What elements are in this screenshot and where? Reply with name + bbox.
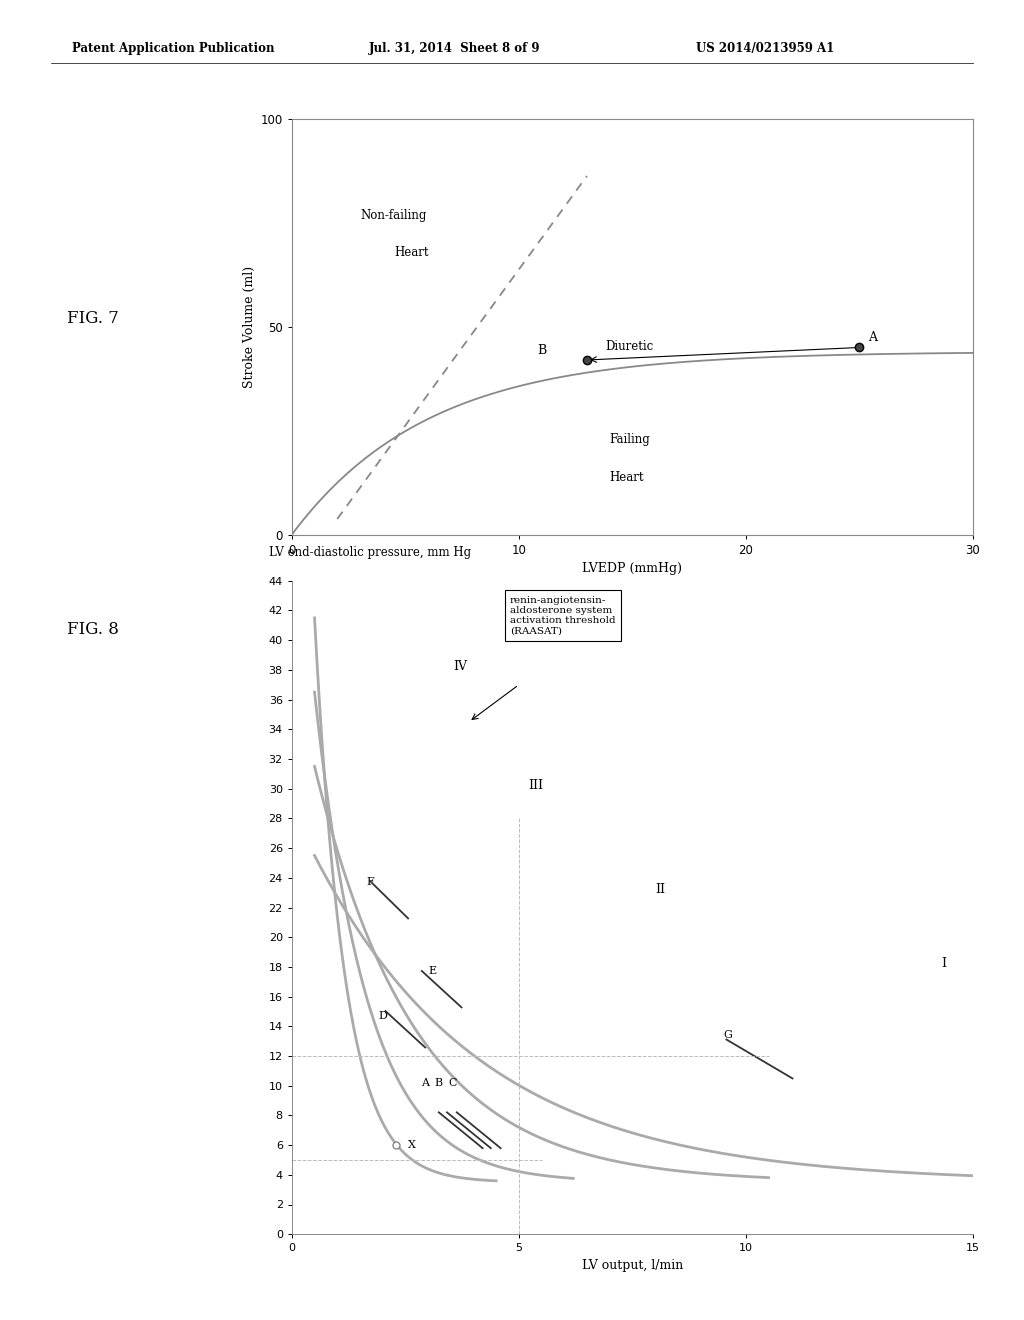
Y-axis label: Stroke Volume (ml): Stroke Volume (ml)	[244, 265, 256, 388]
Text: III: III	[528, 779, 543, 792]
X-axis label: LV output, l/min: LV output, l/min	[582, 1259, 683, 1271]
Text: renin-angiotensin-
aldosterone system
activation threshold
(RAASAT): renin-angiotensin- aldosterone system ac…	[510, 595, 615, 636]
Text: Jul. 31, 2014  Sheet 8 of 9: Jul. 31, 2014 Sheet 8 of 9	[369, 42, 540, 55]
Text: Heart: Heart	[609, 470, 644, 483]
Text: X: X	[408, 1140, 416, 1150]
Text: FIG. 8: FIG. 8	[67, 620, 119, 638]
Text: FIG. 7: FIG. 7	[67, 310, 119, 327]
Text: Heart: Heart	[394, 246, 428, 259]
Text: B: B	[435, 1077, 443, 1088]
Text: Diuretic: Diuretic	[605, 339, 653, 352]
Text: Patent Application Publication: Patent Application Publication	[72, 42, 274, 55]
Text: F: F	[367, 878, 375, 887]
Text: LV end-diastolic pressure, mm Hg: LV end-diastolic pressure, mm Hg	[269, 545, 471, 558]
Text: B: B	[537, 343, 546, 356]
Text: Non-failing: Non-failing	[360, 209, 426, 222]
Text: D: D	[378, 1011, 387, 1020]
Text: E: E	[428, 966, 436, 977]
Text: C: C	[449, 1077, 457, 1088]
Text: IV: IV	[453, 660, 467, 673]
X-axis label: LVEDP (mmHg): LVEDP (mmHg)	[583, 562, 682, 576]
Text: Failing: Failing	[609, 433, 650, 446]
Text: US 2014/0213959 A1: US 2014/0213959 A1	[696, 42, 835, 55]
Text: A: A	[868, 331, 878, 345]
Text: G: G	[723, 1030, 732, 1040]
Text: I: I	[941, 957, 946, 970]
Text: A: A	[421, 1077, 429, 1088]
Text: II: II	[655, 883, 665, 896]
